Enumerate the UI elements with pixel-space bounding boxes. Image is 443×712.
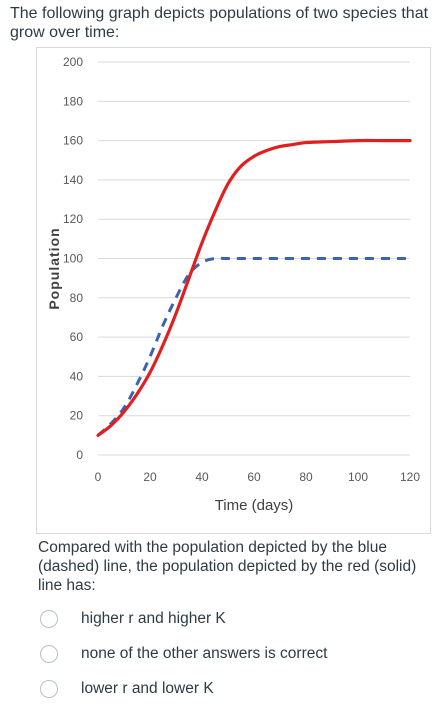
y-tick-label: 20 [70,409,84,423]
question-intro: The following graph depicts populations … [10,5,429,41]
radio-button[interactable] [40,610,58,628]
x-tick-label: 40 [195,470,209,484]
y-tick-label: 160 [63,134,83,148]
x-tick-label: 60 [247,470,261,484]
answer-option[interactable]: lower r and lower K [38,677,438,712]
question-prompt: Compared with the population depicted by… [38,539,417,594]
y-tick-label: 100 [63,252,83,266]
x-tick-label: 120 [400,470,420,484]
radio-button[interactable] [40,645,58,663]
answer-option[interactable]: none of the other answers is correct [38,642,438,677]
x-tick-label: 80 [299,470,313,484]
y-tick-label: 120 [63,212,83,226]
chart-frame: 0 20 40 60 80 100 120 140 160 180 200 0 20 40 60 80 100 1… [36,47,431,534]
answer-option-label: none of the other answers is correct [81,645,328,662]
y-axis-title: Population [46,227,62,309]
x-axis-title: Time (days) [215,497,294,514]
y-tick-label: 80 [70,291,84,305]
dashed-series-line [96,256,410,437]
y-tick-label: 200 [63,55,83,69]
answer-option-label: higher r and higher K [81,610,226,627]
y-tick-label: 40 [70,369,84,383]
x-tick-label: 0 [95,470,102,484]
answer-options: higher r and higher K none of the other … [38,607,438,712]
y-tick-label: 180 [63,94,83,108]
solid-series-line [96,138,412,437]
radio-button[interactable] [40,680,58,698]
x-tick-label: 20 [143,470,157,484]
answer-option-label: lower r and lower K [81,680,214,697]
answer-option[interactable]: higher r and higher K [38,607,438,642]
x-tick-label: 100 [348,470,368,484]
y-tick-label: 60 [70,330,84,344]
y-tick-label: 140 [63,173,83,187]
population-chart: 0 20 40 60 80 100 120 140 160 180 200 0 20 40 60 80 100 1… [46,55,420,514]
y-tick-label: 0 [76,448,83,462]
